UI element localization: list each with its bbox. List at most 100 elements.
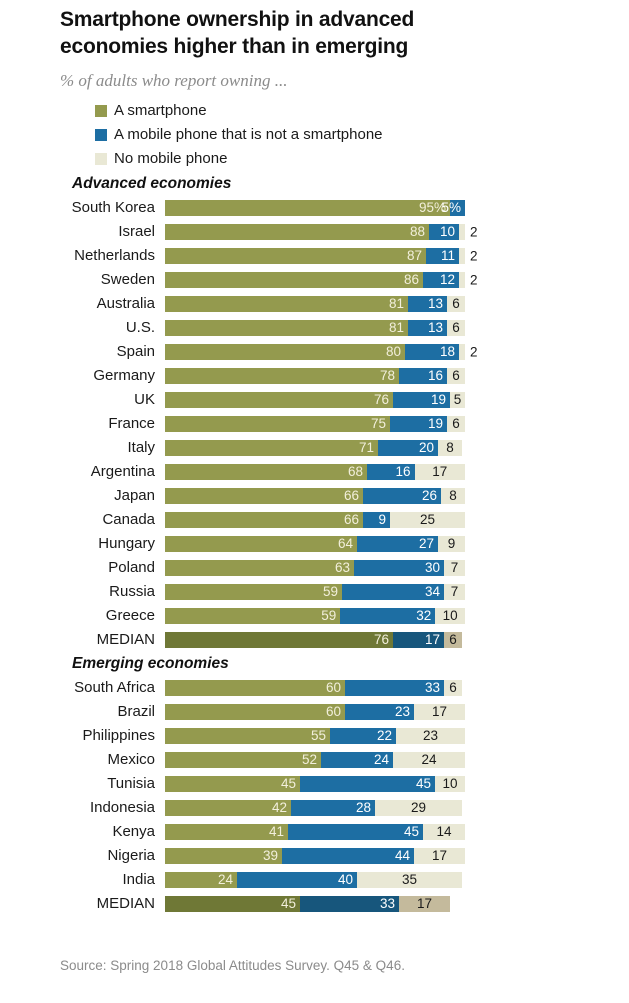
value-label: 23 [422, 728, 439, 743]
value-label: 76 [373, 632, 389, 647]
row-label: Kenya [112, 823, 155, 840]
row-label: India [122, 871, 155, 888]
value-label: 80 [385, 344, 401, 359]
segment-smartphone: 81 [165, 295, 408, 312]
bar-track: 63 30 7 [165, 559, 465, 576]
segment-mobile: 16 [399, 367, 447, 384]
bar-row: Argentina 68 16 17 [60, 463, 609, 480]
bar-row: South Africa 60 33 6 [60, 679, 609, 696]
bar-track: 42 28 29 [165, 799, 465, 816]
mobile-swatch [95, 129, 107, 141]
segment-mobile: 30 [354, 559, 444, 576]
bar-track: 76 19 5 [165, 391, 465, 408]
segment-smartphone: 66 [165, 511, 363, 528]
segment-mobile: 13 [408, 295, 447, 312]
value-label: 52 [301, 752, 317, 767]
bar-row: MEDIAN 76 17 6 [60, 631, 609, 648]
segment-mobile: 20 [378, 439, 438, 456]
legend-item-label: A smartphone [114, 102, 207, 119]
bar-track: 66 26 8 [165, 487, 465, 504]
section-header: Advanced economies [72, 175, 232, 192]
value-label: 9 [378, 512, 386, 527]
segment-none: 6 [447, 295, 465, 312]
segment-mobile: 10 [429, 223, 459, 240]
value-label: 26 [421, 488, 437, 503]
value-label: 19 [430, 392, 446, 407]
bar-track: 39 44 17 [165, 847, 465, 864]
chart: Advanced economies South Korea 95% 5% Israel… [60, 175, 609, 912]
bar-row: Greece 59 32 10 [60, 607, 609, 624]
segment-none: 6 [447, 367, 465, 384]
value-label: 75 [370, 416, 386, 431]
legend-item: A smartphone [95, 103, 609, 119]
segment-smartphone: 80 [165, 343, 405, 360]
value-label: 39 [262, 848, 278, 863]
bar-row: Russia 59 34 7 [60, 583, 609, 600]
row-label: South Korea [71, 199, 155, 216]
value-label: 32 [416, 608, 432, 623]
value-label: 8 [446, 440, 454, 455]
value-label: 6 [449, 680, 457, 695]
segment-mobile: 17 [393, 631, 444, 648]
value-label: 17 [431, 704, 448, 719]
value-label: 13 [427, 320, 443, 335]
bar-track: 60 23 17 [165, 703, 465, 720]
segment-smartphone: 68 [165, 463, 367, 480]
value-label-outside: 2 [470, 344, 478, 359]
value-label: 10 [439, 224, 455, 239]
value-label: 10 [442, 608, 458, 623]
value-label: 59 [321, 608, 337, 623]
segment-smartphone: 39 [165, 847, 282, 864]
row-label: Mexico [107, 751, 155, 768]
segment-none: 6 [447, 319, 465, 336]
value-label: 9 [447, 536, 456, 551]
row-label: Tunisia [107, 775, 155, 792]
segment-none [459, 343, 465, 360]
segment-smartphone: 76 [165, 631, 393, 648]
value-label: 6 [452, 320, 460, 335]
bar-track: 52 24 24 [165, 751, 465, 768]
bar-track: 55 22 23 [165, 727, 465, 744]
value-label: 7 [450, 560, 459, 575]
row-label: Nigeria [107, 847, 155, 864]
bar-row: U.S. 81 13 6 [60, 319, 609, 336]
value-label: 8 [449, 488, 457, 503]
segment-mobile: 12 [423, 271, 459, 288]
row-label: MEDIAN [96, 631, 155, 648]
segment-none: 8 [438, 439, 462, 456]
segment-mobile: 40 [237, 871, 357, 888]
segment-mobile: 44 [282, 847, 414, 864]
smartphone-swatch [95, 105, 107, 117]
value-label: 33 [379, 896, 395, 911]
segment-none: 35 [357, 871, 462, 888]
value-label-outside: 2 [470, 272, 478, 287]
legend-item: A mobile phone that is not a smartphone [95, 127, 609, 143]
segment-mobile: 19 [393, 391, 450, 408]
segment-mobile: 33 [345, 679, 444, 696]
bar-row: MEDIAN 45 33 17 [60, 895, 609, 912]
subtitle: % of adults who report owning ... [60, 71, 288, 90]
bar-track: 66 9 25 [165, 511, 465, 528]
bar-row: Netherlands 87 11 2 [60, 247, 609, 264]
value-label: 22 [376, 728, 392, 743]
value-label: 24 [373, 752, 389, 767]
row-label: Spain [116, 343, 155, 360]
bar-track: 24 40 35 [165, 871, 465, 888]
value-label: 11 [440, 248, 455, 263]
legend-item: No mobile phone [95, 151, 609, 167]
bar-row: Australia 81 13 6 [60, 295, 609, 312]
segment-none [459, 247, 465, 264]
value-label: 20 [418, 440, 434, 455]
segment-mobile: 18 [405, 343, 459, 360]
segment-none: 25 [390, 511, 465, 528]
bar-row: France 75 19 6 [60, 415, 609, 432]
bar-track: 75 19 6 [165, 415, 465, 432]
segment-smartphone: 41 [165, 823, 288, 840]
segment-smartphone: 71 [165, 439, 378, 456]
row-label: Poland [108, 559, 155, 576]
segment-mobile: 23 [345, 703, 414, 720]
bar-row: UK 76 19 5 [60, 391, 609, 408]
value-label: 86 [403, 272, 419, 287]
row-label: UK [134, 391, 155, 408]
